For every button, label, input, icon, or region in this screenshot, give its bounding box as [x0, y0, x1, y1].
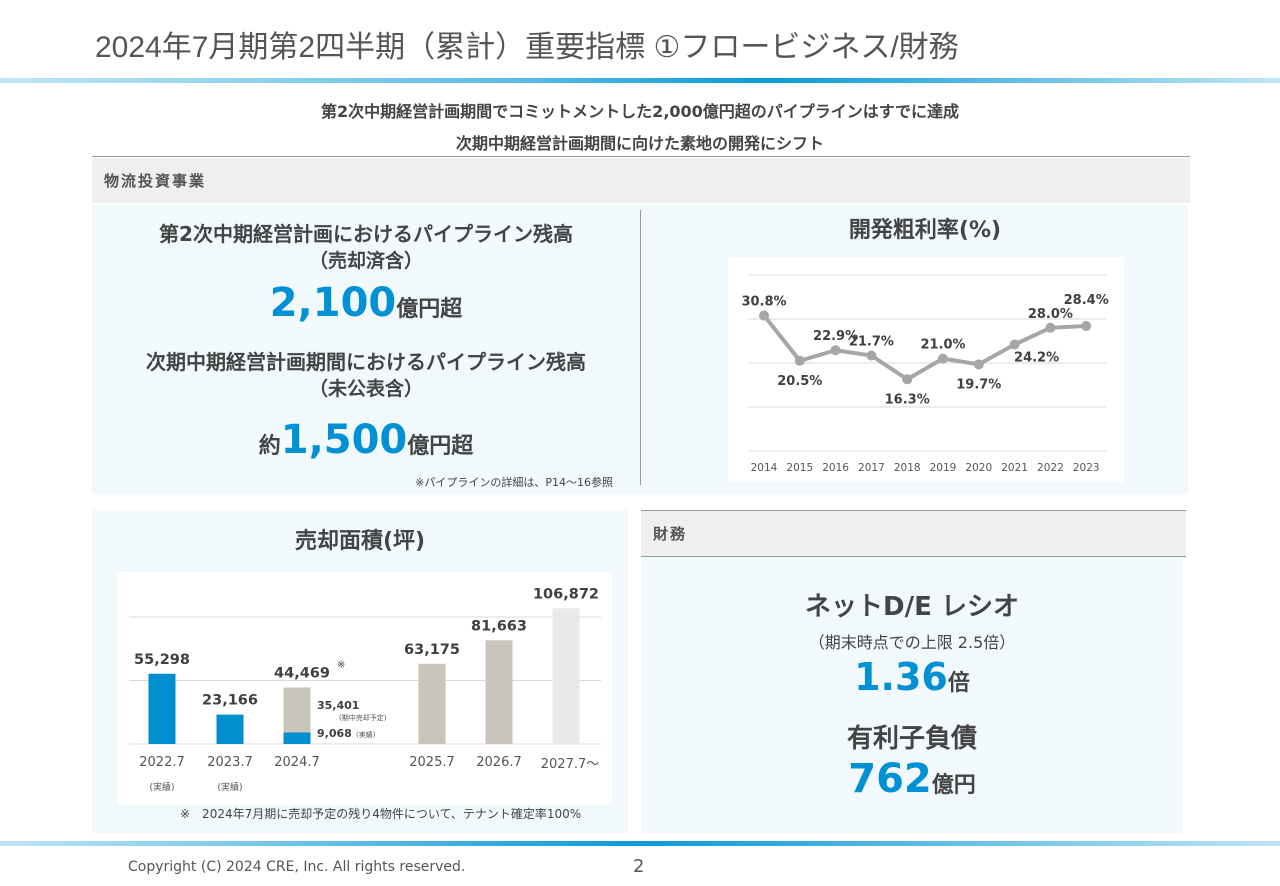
pipeline2-prefix: 約 [258, 434, 281, 459]
subtitle-line-2: 次期中期経営計画期間に向けた素地の開発にシフト [455, 134, 824, 153]
data-point [1045, 322, 1056, 333]
bar-actual [148, 673, 176, 744]
x-tick-label: 2016 [822, 462, 849, 474]
bar-total-label: 106,872 [533, 586, 599, 602]
data-point [830, 345, 841, 356]
gross-margin-line-chart: 30.8% 2014 20.5% 2015 22.9% 2016 21.7% 2017 16.3… [728, 257, 1124, 482]
data-label: 21.7% [849, 335, 894, 350]
section-header-logistics: 物流投資事業 [92, 158, 1190, 203]
data-point [1081, 321, 1092, 332]
data-label: 28.0% [1028, 307, 1073, 322]
section-header-finance: 財務 [641, 510, 1186, 557]
de-ratio-value: 1.36 [854, 655, 948, 699]
x-tick-label: 2025.7 [409, 755, 455, 770]
debt-unit: 億円 [931, 773, 976, 798]
bar-actual [283, 732, 311, 744]
data-point [759, 310, 769, 321]
footnote-mark: ※ [337, 660, 345, 671]
pipeline1-figure: 2,100億円超 [92, 280, 640, 326]
footer-divider [0, 841, 1280, 846]
data-label: 20.5% [777, 374, 822, 389]
bar-total-label: 23,166 [202, 693, 258, 709]
x-tick-label: 2018 [894, 462, 921, 474]
x-tick-label: 2015 [786, 462, 813, 474]
page-title: 2024年7月期第2四半期（累計）重要指標 ①フロービジネス/財務 [95, 31, 959, 64]
bar-total-label: 44,469 [274, 666, 330, 682]
sales-area-bar-chart: 55,298 2022.7 (実績) 23,166 2023.7 (実績) 44,469 ※ 2… [117, 572, 612, 805]
bar-planned [418, 663, 446, 744]
x-tick-label: 2026.7 [476, 755, 522, 770]
bar-planned [283, 687, 311, 733]
divider [92, 156, 1190, 157]
pipeline2-title: 次期中期経営計画期間におけるパイプライン残高 [146, 350, 586, 374]
bar-total-label: 63,175 [404, 642, 460, 658]
header-divider [0, 78, 1280, 83]
pipeline2-sub: （未公表含） [308, 378, 423, 400]
pipeline1-title: 第2次中期経営計画におけるパイプライン残高 [159, 222, 573, 246]
pipeline2-unit: 億円超 [407, 434, 474, 459]
x-tick-label: 2022.7 [139, 755, 185, 770]
data-label: 24.2% [1014, 351, 1059, 366]
data-label: 21.0% [920, 338, 965, 353]
x-tick-label: 2023 [1073, 462, 1100, 474]
bar-total-label: 55,298 [134, 652, 190, 668]
debt-title: 有利子負債 [846, 724, 977, 754]
segment-label-planned: 35,401 [317, 699, 359, 712]
debt-value: 762 [848, 756, 932, 802]
x-tick-label: 2014 [751, 462, 778, 474]
data-label: 30.8% [741, 294, 786, 309]
pipeline1-value: 2,100 [269, 280, 397, 326]
pipeline2-value: 1,500 [280, 417, 408, 463]
segment-label-actual: 9,068 [317, 727, 352, 740]
x-tick-label: 2021 [1001, 462, 1028, 474]
bar-total-label: 81,663 [471, 618, 527, 634]
data-point [794, 355, 805, 366]
divider [640, 210, 641, 485]
bar-actual [216, 714, 244, 744]
series-line [762, 314, 1087, 382]
x-tick-label: 2027.7～ [541, 757, 600, 772]
pipeline1-sub: （売却済含） [308, 250, 423, 272]
subtitle-line-1: 第2次中期経営計画期間でコミットメントした2,000億円超のパイプラインはすでに… [321, 102, 959, 121]
bar-planned [552, 608, 580, 744]
data-point [938, 353, 948, 364]
bar-chart-footnote: ※ 2024年7月期に売却予定の残り4物件について、テナント確定率100% [180, 807, 582, 821]
segment-note-actual: (実績) [356, 730, 376, 739]
finance-panel [641, 557, 1183, 833]
data-label: 19.7% [956, 377, 1001, 392]
de-ratio-title: ネットD/E レシオ [805, 592, 1019, 622]
x-tick-label: 2019 [930, 462, 957, 474]
data-label: 22.9% [813, 329, 858, 344]
bar-planned [485, 640, 513, 744]
de-ratio-unit: 倍 [947, 671, 970, 696]
copyright: Copyright (C) 2024 CRE, Inc. All rights … [128, 859, 466, 875]
pipeline1-unit: 億円超 [396, 297, 463, 322]
x-tick-label: 2020 [965, 462, 992, 474]
data-point [866, 350, 877, 361]
line-chart-title: 開発粗利率(%) [848, 218, 1002, 243]
x-tick-label: 2023.7 [207, 755, 253, 770]
x-tick-label: 2022 [1037, 462, 1064, 474]
page-number: 2 [633, 856, 645, 877]
x-tick-label: 2024.7 [274, 755, 320, 770]
de-ratio-sub: （期末時点での上限 2.5倍） [808, 633, 1016, 652]
de-ratio-figure: 1.36倍 [641, 655, 1183, 699]
x-tick-label: 2017 [858, 462, 885, 474]
segment-note-planned: (期中売却予定) [339, 713, 387, 722]
data-point [902, 374, 913, 385]
x-tick-note: (実績) [217, 781, 242, 793]
pipeline2-figure: 約1,500億円超 [92, 417, 640, 463]
data-label: 28.4% [1064, 293, 1109, 308]
debt-figure: 762億円 [641, 756, 1183, 802]
data-point [1009, 339, 1020, 350]
data-point [973, 359, 984, 370]
bar-chart-title: 売却面積(坪) [294, 529, 426, 554]
data-label: 16.3% [885, 392, 930, 407]
pipeline-note: ※パイプラインの詳細は、P14～16参照 [415, 476, 613, 489]
x-tick-note: (実績) [149, 781, 174, 793]
